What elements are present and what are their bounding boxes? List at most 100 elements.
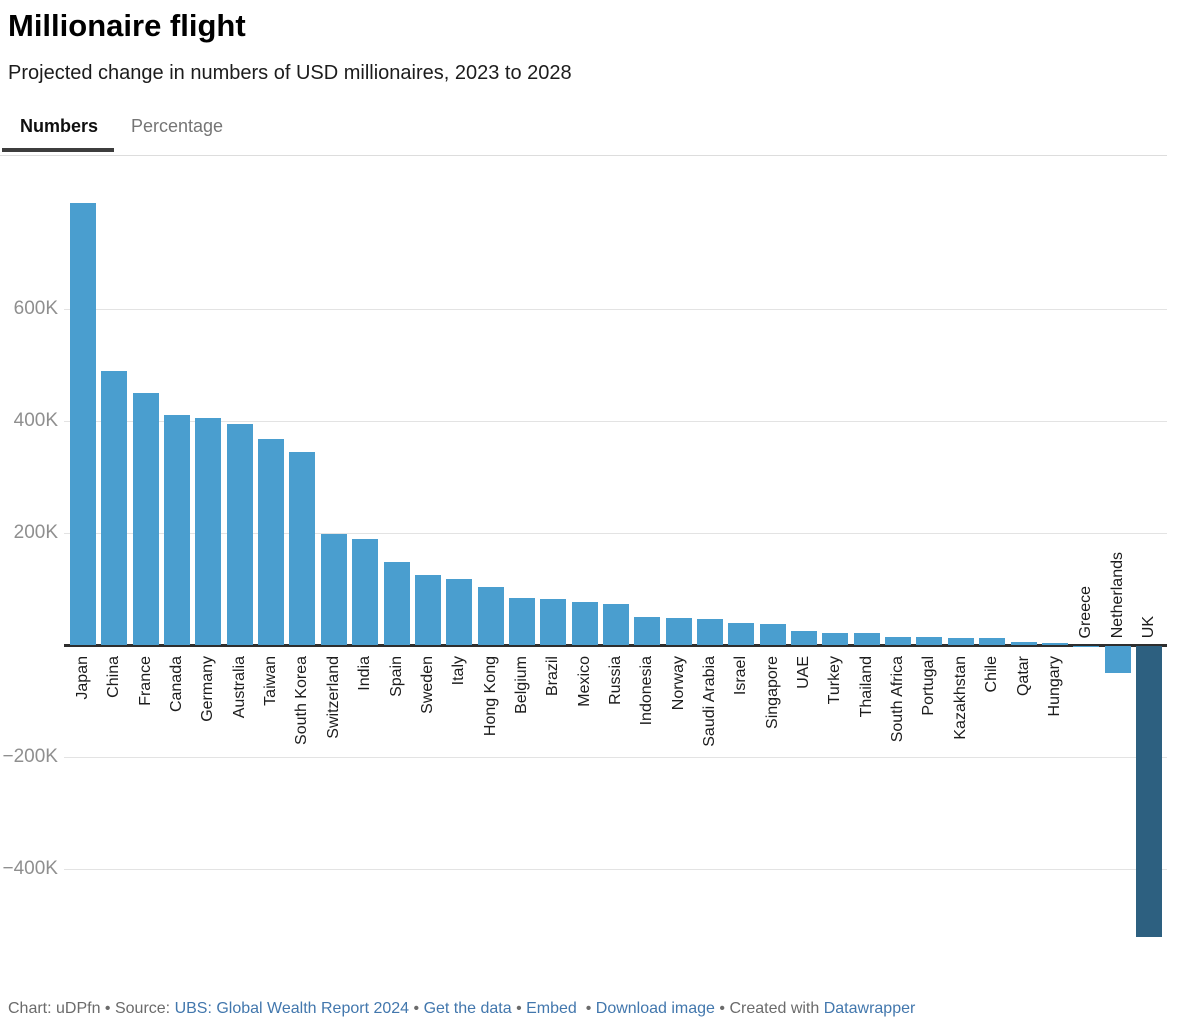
bar-germany[interactable]: [195, 418, 221, 645]
bar-israel[interactable]: [728, 623, 754, 645]
x-label-china: China: [105, 656, 122, 698]
x-label-netherlands: Netherlands: [1109, 551, 1126, 638]
x-label-germany: Germany: [199, 656, 216, 722]
bar-uae[interactable]: [791, 631, 817, 645]
y-axis-tick-label: −400K: [2, 858, 58, 879]
footer-text: • Created with: [714, 1000, 824, 1017]
x-label-israel: Israel: [732, 656, 749, 696]
bar-brazil[interactable]: [540, 599, 566, 645]
x-label-taiwan: Taiwan: [262, 656, 279, 706]
footer-text: •: [576, 1000, 596, 1017]
x-label-uae: UAE: [795, 656, 812, 689]
x-label-south-korea: South Korea: [293, 656, 310, 745]
x-label-spain: Spain: [388, 656, 405, 697]
bar-china[interactable]: [101, 371, 127, 645]
x-label-hong-kong: Hong Kong: [482, 656, 499, 737]
footer-link-get-the-data[interactable]: Get the data: [423, 1000, 512, 1017]
x-label-mexico: Mexico: [576, 656, 593, 707]
x-label-uk: UK: [1140, 615, 1157, 638]
x-label-norway: Norway: [670, 656, 687, 711]
bar-hong-kong[interactable]: [478, 587, 504, 645]
x-label-sweden: Sweden: [419, 656, 436, 714]
bar-south-africa[interactable]: [885, 637, 911, 645]
footer-link-embed[interactable]: Embed: [526, 1000, 577, 1017]
gridline: [64, 533, 1167, 534]
x-label-qatar: Qatar: [1015, 656, 1032, 697]
tab-numbers[interactable]: Numbers: [20, 116, 99, 136]
footer-text: Chart: uDPfn • Source:: [8, 1000, 175, 1017]
active-tab-underline: [2, 148, 114, 152]
bar-saudi-arabia[interactable]: [697, 619, 723, 645]
bar-spain[interactable]: [384, 562, 410, 645]
bar-indonesia[interactable]: [634, 617, 660, 645]
x-label-australia: Australia: [231, 656, 248, 719]
gridline: [64, 421, 1167, 422]
bar-netherlands[interactable]: [1105, 646, 1131, 673]
x-label-india: India: [356, 656, 373, 691]
x-label-kazakhstan: Kazakhstan: [952, 656, 969, 740]
x-label-chile: Chile: [983, 656, 1000, 693]
y-axis-tick-label: −200K: [2, 746, 58, 767]
x-label-brazil: Brazil: [544, 656, 561, 697]
bar-norway[interactable]: [666, 618, 692, 645]
gridline: [64, 757, 1167, 758]
bar-greece[interactable]: [1073, 646, 1099, 647]
bar-japan[interactable]: [70, 203, 96, 645]
tab-percentage[interactable]: Percentage: [131, 116, 224, 136]
bar-australia[interactable]: [227, 424, 253, 645]
bar-hungary[interactable]: [1042, 643, 1068, 645]
bar-mexico[interactable]: [572, 602, 598, 645]
x-label-indonesia: Indonesia: [638, 656, 655, 726]
x-label-canada: Canada: [168, 656, 185, 713]
footer-link-download-image[interactable]: Download image: [595, 1000, 715, 1017]
bar-kazakhstan[interactable]: [948, 638, 974, 645]
x-label-switzerland: Switzerland: [325, 656, 342, 739]
bar-uk[interactable]: [1136, 646, 1162, 937]
x-label-portugal: Portugal: [920, 656, 937, 716]
footer-text: •: [409, 1000, 424, 1017]
footer-link-datawrapper[interactable]: Datawrapper: [823, 1000, 916, 1017]
x-label-turkey: Turkey: [826, 656, 843, 705]
x-label-france: France: [137, 656, 154, 706]
bar-portugal[interactable]: [916, 637, 942, 645]
bar-italy[interactable]: [446, 579, 472, 645]
bar-belgium[interactable]: [509, 598, 535, 645]
y-axis-tick-label: 200K: [13, 522, 58, 543]
bar-switzerland[interactable]: [321, 534, 347, 645]
footer: Chart: uDPfn • Source: UBS: Global Wealt…: [8, 1000, 915, 1018]
bar-south-korea[interactable]: [289, 452, 315, 645]
bar-france[interactable]: [133, 393, 159, 645]
y-axis-tick-label: 400K: [13, 410, 58, 431]
bar-taiwan[interactable]: [258, 439, 284, 645]
x-label-singapore: Singapore: [764, 656, 781, 729]
bar-sweden[interactable]: [415, 575, 441, 645]
x-label-belgium: Belgium: [513, 656, 530, 714]
x-axis-baseline: [64, 644, 1167, 647]
footer-text: •: [511, 1000, 527, 1017]
bar-qatar[interactable]: [1011, 642, 1037, 645]
footer-link-ubs-global-wealth-report-2024[interactable]: UBS: Global Wealth Report 2024: [174, 1000, 410, 1017]
bar-singapore[interactable]: [760, 624, 786, 645]
tab-bar-border: [0, 155, 1167, 156]
x-label-italy: Italy: [450, 656, 467, 686]
x-label-saudi-arabia: Saudi Arabia: [701, 656, 718, 747]
bar-chile[interactable]: [979, 638, 1005, 645]
gridline: [64, 309, 1167, 310]
x-label-south-africa: South Africa: [889, 656, 906, 743]
x-label-russia: Russia: [607, 656, 624, 705]
bar-thailand[interactable]: [854, 633, 880, 645]
x-label-japan: Japan: [74, 656, 91, 700]
chart-subtitle: Projected change in numbers of USD milli…: [8, 62, 572, 84]
x-label-thailand: Thailand: [858, 656, 875, 718]
x-label-hungary: Hungary: [1046, 656, 1063, 717]
y-axis-tick-label: 600K: [13, 298, 58, 319]
bar-russia[interactable]: [603, 604, 629, 645]
bar-turkey[interactable]: [822, 633, 848, 645]
gridline: [64, 869, 1167, 870]
bar-canada[interactable]: [164, 415, 190, 645]
x-label-greece: Greece: [1077, 585, 1094, 638]
bar-india[interactable]: [352, 539, 378, 645]
chart-title: Millionaire flight: [8, 8, 246, 43]
